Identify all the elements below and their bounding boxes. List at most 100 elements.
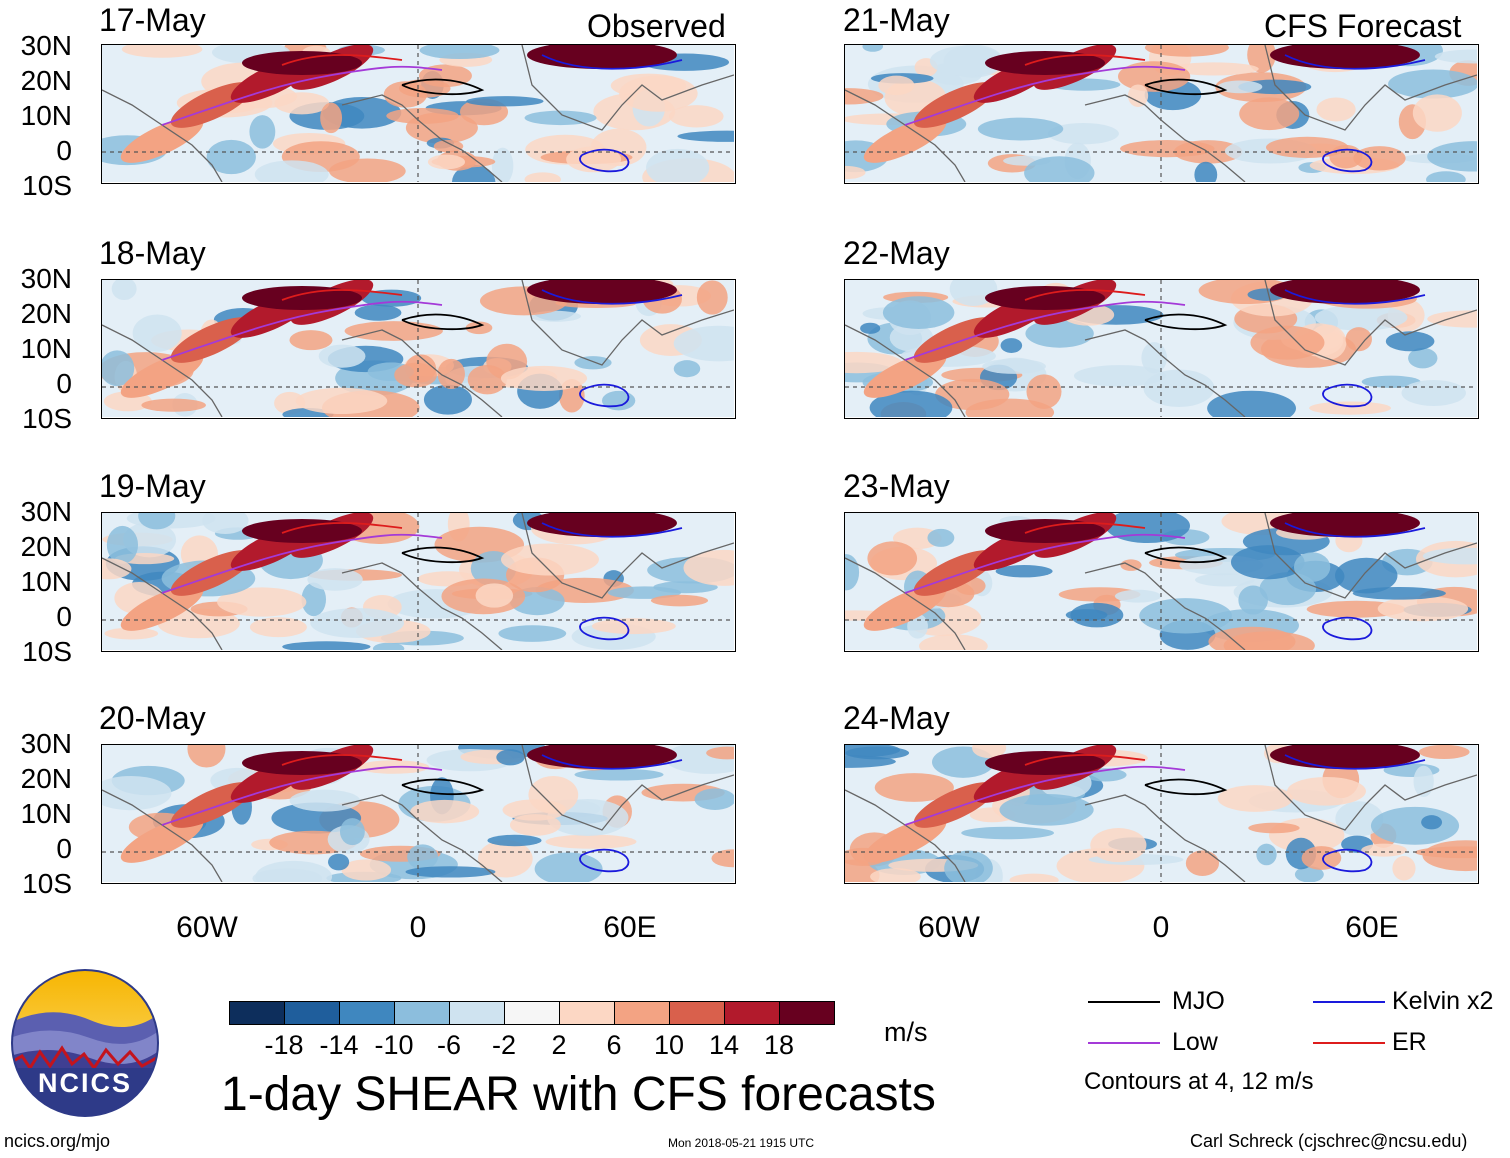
shear-blob <box>318 344 366 368</box>
shear-blob <box>1401 380 1466 406</box>
ncics-logo: NCICS <box>10 968 160 1118</box>
shear-blob <box>1208 626 1296 650</box>
shear-blob <box>566 146 622 173</box>
contour-line <box>1144 778 1228 796</box>
contour-line <box>401 778 485 796</box>
shear-blob <box>893 527 942 550</box>
shear-blob <box>874 773 954 802</box>
shear-blob <box>1427 310 1477 328</box>
shear-blob <box>878 75 915 96</box>
lat-label: 20N <box>20 65 72 96</box>
shear-blob <box>217 587 307 617</box>
shear-max <box>985 519 1105 543</box>
shear-blob <box>407 844 438 870</box>
legend-label-kelvin: Kelvin x2 <box>1392 987 1494 1015</box>
shear-blob <box>1120 140 1215 158</box>
shear-blob <box>111 280 137 301</box>
lon-label: 0 <box>1152 911 1170 944</box>
shear-blob <box>1421 815 1443 830</box>
coastline <box>102 280 734 417</box>
contour-line <box>161 765 443 826</box>
shear-blob <box>927 528 955 547</box>
lat-label: 10S <box>22 170 72 201</box>
shear-blob <box>478 839 533 878</box>
shear-blob <box>711 849 734 868</box>
shear-blob <box>944 850 993 882</box>
shear-blob <box>372 642 405 650</box>
shear-blob <box>1316 97 1356 122</box>
shear-blob <box>977 117 1064 141</box>
shear-blob <box>601 390 636 411</box>
colorbar-tick-label: 6 <box>606 1030 622 1060</box>
contour-line <box>281 54 403 66</box>
legend-line-er <box>1313 1042 1385 1044</box>
colorbar-swatch <box>779 1001 835 1025</box>
shear-blob <box>534 852 603 882</box>
shear-blob <box>1427 141 1477 172</box>
shear-blob <box>1434 49 1477 64</box>
shear-blob <box>919 634 988 650</box>
shear-blob <box>255 860 333 882</box>
contour-line <box>541 54 683 173</box>
shear-blob <box>1239 97 1300 131</box>
footer-url: ncics.org/mjo <box>4 1131 111 1151</box>
colorbar-tick-label: -2 <box>491 1030 516 1060</box>
shear-blob <box>249 115 276 149</box>
shear-blob <box>1141 342 1167 374</box>
lat-label: 30N <box>20 728 72 759</box>
shear-blob <box>1412 94 1462 132</box>
shear-max <box>985 286 1105 310</box>
panel-date-label: 23-May <box>843 468 950 504</box>
coastline <box>102 513 734 650</box>
map-field <box>845 745 1477 882</box>
shear-blob <box>132 314 182 352</box>
lon-label: 60W <box>176 911 238 944</box>
shear-blob <box>433 140 464 153</box>
shear-blob <box>1294 866 1324 882</box>
shear-max <box>242 751 362 775</box>
shear-blob <box>1314 304 1408 331</box>
shear-blob <box>1250 325 1325 360</box>
shear-blob <box>1335 557 1398 594</box>
shear-blob <box>1418 745 1470 759</box>
shear-blob <box>339 818 365 846</box>
shear-blob <box>487 834 542 847</box>
shear-blob <box>341 859 392 881</box>
shear-blob <box>102 558 132 580</box>
shear-blob <box>860 322 881 334</box>
lon-label: 60W <box>918 911 980 944</box>
contour-line <box>281 754 403 766</box>
shear-blob <box>845 88 884 105</box>
shear-blob <box>683 549 734 586</box>
shear-blob <box>383 81 428 108</box>
contour-line <box>904 765 1186 826</box>
shear-max <box>242 519 362 543</box>
map-field <box>845 45 1477 182</box>
colorbar <box>229 1001 835 1025</box>
shear-blob <box>500 365 588 391</box>
shear-blob <box>949 280 998 306</box>
colorbar-swatch <box>504 1001 560 1025</box>
shear-blob <box>1361 375 1421 388</box>
shear-blob <box>867 541 918 576</box>
coastline <box>845 513 1477 650</box>
colorbar-swatch <box>614 1001 670 1025</box>
shear-blob <box>121 45 203 58</box>
shear-max <box>242 286 362 310</box>
contour-line <box>1284 289 1426 408</box>
legend-line-mjo <box>1088 1001 1160 1003</box>
shear-blob <box>138 513 176 530</box>
shear-blob <box>187 745 226 768</box>
shear-blob <box>410 799 480 824</box>
contour-line <box>541 522 683 641</box>
shear-blob <box>386 107 459 124</box>
shear-blob <box>1025 319 1094 348</box>
shear-blob <box>1426 171 1466 182</box>
shear-blob <box>354 304 402 321</box>
contour-line <box>1284 522 1426 641</box>
legend-line-kelvin <box>1313 1001 1385 1003</box>
contour-line <box>1024 522 1146 534</box>
shear-blob <box>1024 156 1095 182</box>
map-field <box>102 513 734 650</box>
coastline <box>845 45 1477 182</box>
